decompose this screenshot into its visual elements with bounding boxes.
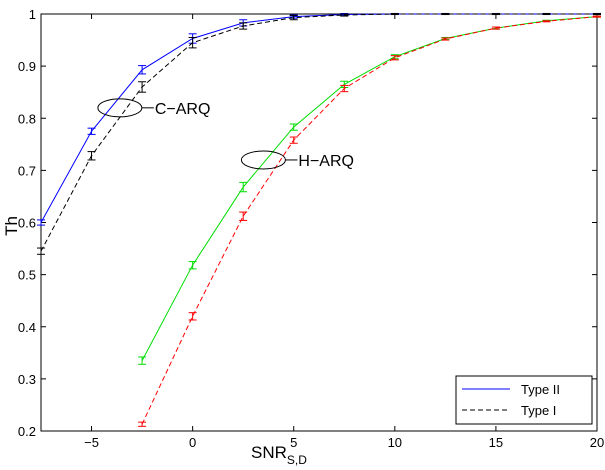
annotations: C−ARQ H−ARQ <box>97 98 354 170</box>
error-bar <box>138 421 147 427</box>
y-tick-label: 0.6 <box>18 216 36 231</box>
error-bar <box>239 211 248 221</box>
annotation-label: C−ARQ <box>155 101 211 118</box>
error-bar <box>188 261 197 270</box>
y-tick-label: 0.3 <box>18 372 36 387</box>
legend-box <box>455 375 593 425</box>
x-axis-label: SNRS,D <box>251 443 307 467</box>
x-axis-label-main: SNR <box>251 443 287 462</box>
series-c-arq-type-i <box>37 12 601 255</box>
legend: Type II Type I <box>455 375 593 425</box>
y-tick-label: 0.4 <box>18 320 36 335</box>
error-bar <box>593 15 601 18</box>
error-bar <box>390 55 399 61</box>
x-axis-label-subscript: S,D <box>287 453 307 467</box>
error-bar <box>441 37 450 41</box>
error-bar <box>87 151 96 161</box>
error-bar <box>138 81 147 93</box>
series-line <box>141 16 598 425</box>
x-tick-label: −5 <box>84 435 99 450</box>
error-bar <box>239 22 248 30</box>
error-bar <box>138 65 147 75</box>
error-bar <box>289 123 298 131</box>
x-tick-label: 20 <box>590 435 604 450</box>
error-bar <box>138 356 147 365</box>
x-tick-label: 15 <box>489 435 503 450</box>
y-tick-label: 0.7 <box>18 163 36 178</box>
error-bar <box>441 12 450 16</box>
x-tick-label: 10 <box>388 435 402 450</box>
legend-label-type-ii: Type II <box>521 382 560 397</box>
series-h-arq-type-i <box>138 15 601 427</box>
x-tick-label: 0 <box>189 435 196 450</box>
tick-labels: −5 0 5 10 15 20 0.2 0.3 0.4 0.5 0.6 0.7 0.8 0.9 1 <box>18 7 604 450</box>
plot-frame <box>40 13 598 432</box>
series-line <box>40 13 597 252</box>
y-tick-label: 0.8 <box>18 111 36 126</box>
y-axis-label: Th <box>2 216 21 236</box>
error-bar <box>289 136 298 144</box>
error-bar <box>188 36 197 49</box>
error-bar <box>340 13 349 17</box>
series-layer <box>37 12 601 427</box>
error-bar <box>239 181 248 193</box>
y-tick-label: 0.5 <box>18 268 36 283</box>
error-bar <box>37 247 45 255</box>
error-bar <box>491 12 500 16</box>
y-tick-label: 0.2 <box>18 424 36 439</box>
annotation-label: H−ARQ <box>298 153 354 170</box>
error-bar <box>340 84 349 93</box>
error-bar <box>37 219 45 226</box>
y-tick-label: 0.9 <box>18 59 36 74</box>
error-bar <box>87 127 96 135</box>
error-bar <box>542 20 551 23</box>
error-bar <box>542 12 551 16</box>
y-tick-label: 1 <box>29 7 36 22</box>
error-bar <box>188 312 197 321</box>
error-bar <box>491 26 500 30</box>
legend-label-type-i: Type I <box>521 403 556 418</box>
error-bar <box>289 15 298 21</box>
error-bar <box>593 12 601 16</box>
series-line <box>40 13 597 223</box>
x-tick-label: 5 <box>290 435 297 450</box>
error-bar <box>390 12 399 16</box>
